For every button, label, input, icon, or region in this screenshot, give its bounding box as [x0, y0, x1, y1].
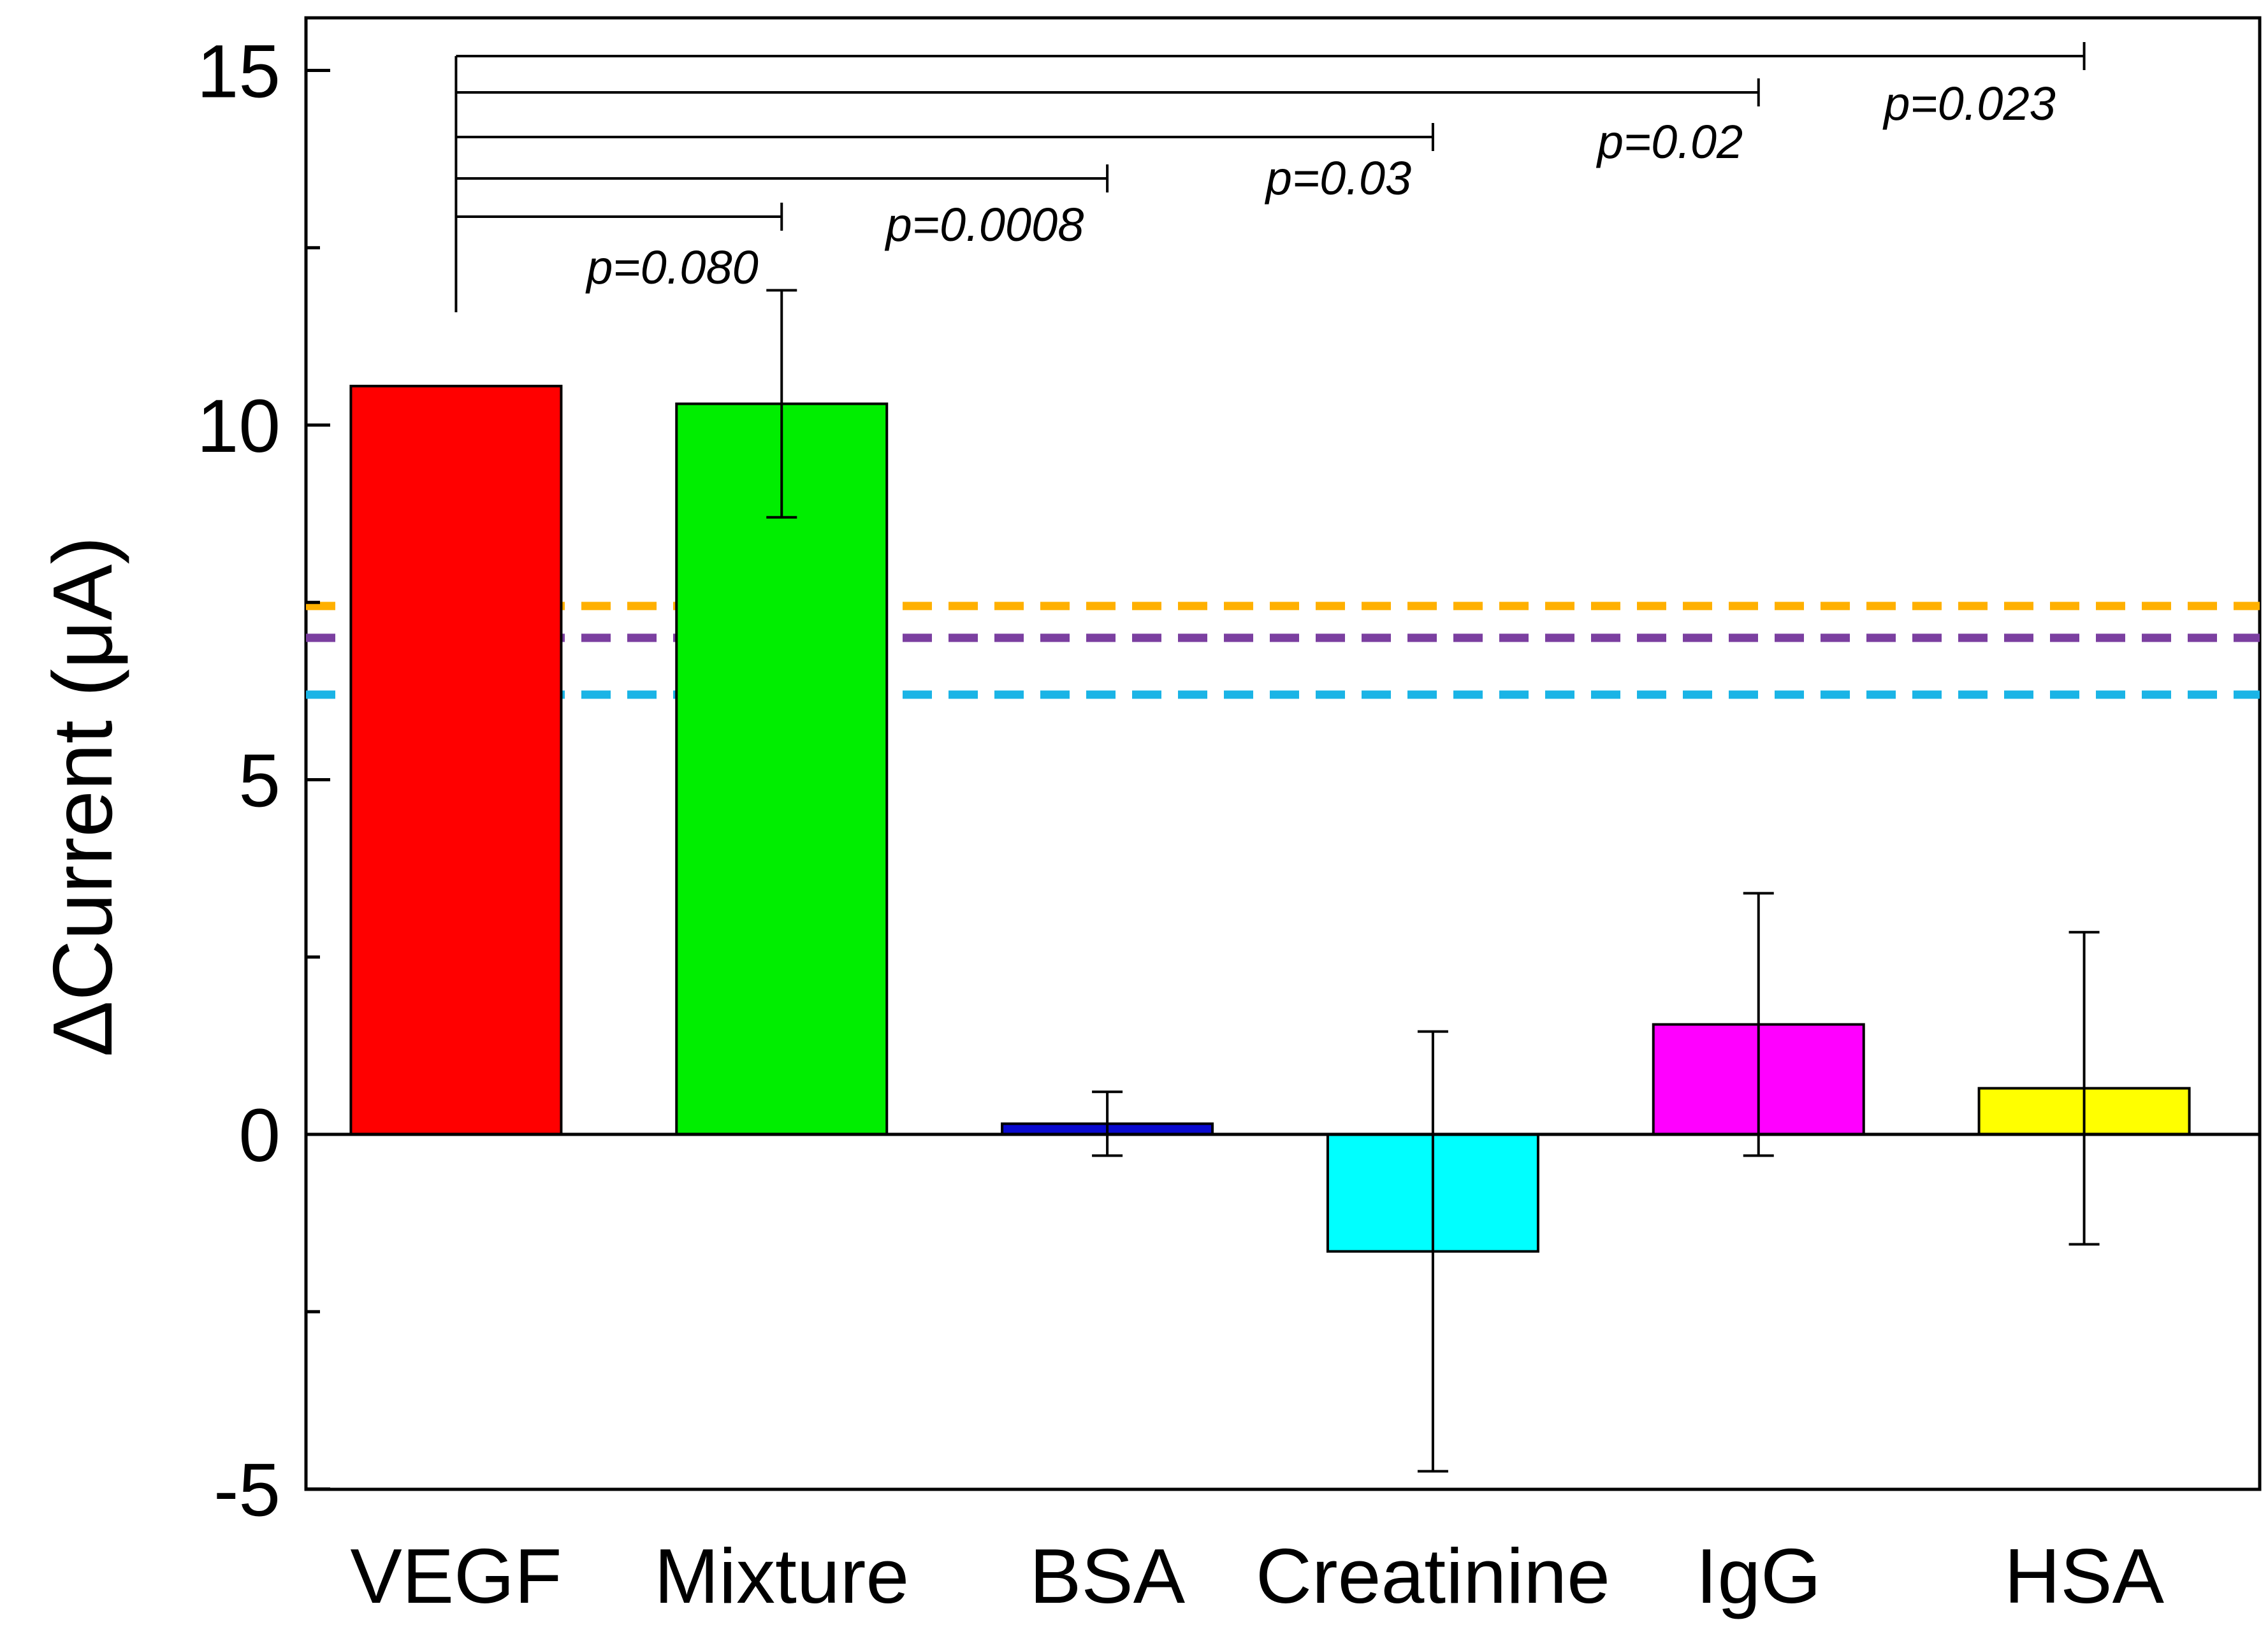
- significance-bracket-creatinine: p=0.03: [456, 123, 1434, 205]
- y-axis-title: ΔCurrent (μA): [36, 536, 129, 1057]
- significance-bracket-hsa: p=0.023: [456, 42, 2086, 130]
- plot-frame: [304, 16, 2262, 1491]
- p-value-label: p=0.02: [1596, 115, 1743, 168]
- bars: [349, 384, 2191, 1253]
- y-axis-ticks: -5 0 5 10 15: [197, 30, 330, 1533]
- reference-lines: [306, 602, 2260, 699]
- significance-bracket-mixture: p=0.080: [456, 203, 783, 294]
- x-label-vegf: VEGF: [350, 1533, 562, 1619]
- y-tick-label: 10: [197, 384, 280, 468]
- y-tick-label: -5: [214, 1449, 280, 1533]
- x-label-igg: IgG: [1696, 1533, 1821, 1619]
- p-value-label: p=0.023: [1882, 77, 2056, 130]
- error-bar-igg: [1743, 892, 1774, 1157]
- x-label-mixture: Mixture: [654, 1533, 909, 1619]
- error-bar-mixture: [766, 289, 797, 519]
- error-bar-hsa: [2068, 930, 2100, 1246]
- error-bars: [766, 289, 2100, 1473]
- significance-bracket-igg: p=0.02: [456, 78, 1760, 168]
- x-label-hsa: HSA: [2004, 1533, 2164, 1619]
- bar-vegf: [349, 384, 563, 1136]
- y-tick-label: 5: [238, 739, 280, 823]
- bar-mixture: [675, 402, 889, 1136]
- p-value-label: p=0.0008: [885, 198, 1084, 251]
- significance-bracket-bsa: p=0.0008: [456, 164, 1109, 251]
- p-value-label: p=0.080: [585, 241, 759, 294]
- x-axis-labels: VEGF Mixture BSA Creatinine IgG HSA: [350, 1533, 2164, 1619]
- x-label-creatinine: Creatinine: [1256, 1533, 1610, 1619]
- error-bar-bsa: [1092, 1090, 1123, 1157]
- error-bar-creatinine: [1417, 1030, 1448, 1473]
- significance-brackets: p=0.080 p=0.0008 p=0.03 p=0.02 p=0.023: [454, 42, 2086, 312]
- y-tick-label: 15: [197, 30, 280, 114]
- y-tick-label: 0: [238, 1094, 280, 1178]
- x-label-bsa: BSA: [1029, 1533, 1186, 1619]
- p-value-label: p=0.03: [1265, 152, 1411, 205]
